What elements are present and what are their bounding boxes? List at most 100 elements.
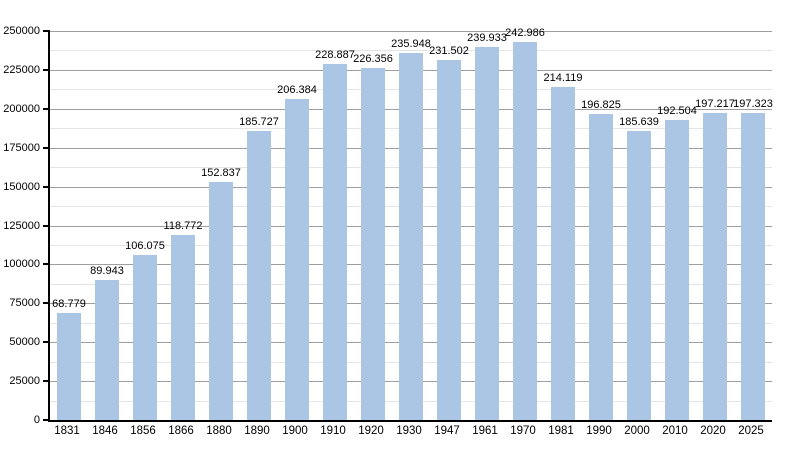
- y-axis-tick-label: 150000: [3, 180, 40, 193]
- bar-value-label-1970: 242.986: [505, 26, 545, 39]
- y-axis-tick: [43, 419, 50, 421]
- bar-1947: [437, 59, 461, 420]
- bar-slot: 89.943: [88, 31, 126, 420]
- x-axis-tick-label-1880: 1880: [206, 425, 232, 437]
- y-axis-tick: [43, 302, 50, 305]
- bar-2010: [665, 120, 689, 420]
- bar-slot: 226.356: [353, 31, 393, 420]
- x-axis-tick-label-1947: 1947: [434, 425, 460, 437]
- bar-slot: 196.825: [581, 31, 621, 420]
- bar-slot: 228.887: [315, 31, 355, 420]
- y-axis-tick: [43, 146, 50, 149]
- bar-slot: 197.217: [695, 31, 735, 420]
- bar-slot: 185.727: [239, 31, 279, 420]
- bar-value-label-1890: 185.727: [239, 116, 279, 129]
- x-axis-tick-label-1856: 1856: [130, 425, 156, 437]
- y-axis-tick: [43, 380, 50, 383]
- bar-value-label-1920: 226.356: [353, 52, 393, 65]
- bar-value-label-1910: 228.887: [315, 48, 355, 61]
- x-axis-tick-label-1981: 1981: [548, 425, 574, 437]
- x-axis-tick-label-1930: 1930: [396, 425, 422, 437]
- bar-slot: 231.502: [429, 31, 469, 420]
- bar-series: 68.779 89.943 106.075 118.772 152.837 185.727…: [50, 27, 773, 420]
- x-axis-tick-label-1990: 1990: [586, 425, 612, 437]
- bar-1920: [361, 67, 385, 420]
- x-axis-tick-label-1970: 1970: [510, 425, 536, 437]
- bar-1970: [513, 41, 537, 420]
- bar-slot: 185.639: [619, 31, 659, 420]
- bar-value-label-2025: 197.323: [733, 97, 773, 110]
- bar-slot: 214.119: [544, 31, 582, 420]
- y-axis-tick-label: 225000: [3, 63, 40, 76]
- y-axis-tick-label: 25000: [9, 375, 40, 388]
- bar-value-label-1831: 68.779: [52, 297, 86, 310]
- bar-slot: 239.933: [467, 31, 507, 420]
- bar-slot: 192.504: [657, 31, 697, 420]
- bar-value-label-1961: 239.933: [467, 31, 507, 44]
- y-axis-tick: [43, 185, 50, 188]
- bar-value-label-1947: 231.502: [429, 44, 469, 57]
- bar-slot: 118.772: [164, 31, 202, 420]
- y-axis-tick-label: 200000: [3, 102, 40, 115]
- bar-value-label-1866: 118.772: [163, 220, 203, 233]
- x-axis-tick-label-1961: 1961: [472, 425, 498, 437]
- x-axis-tick-label-1846: 1846: [92, 425, 118, 437]
- y-axis-tick-labels: 0 25000 50000 75000 100000 125000 150000 175000…: [0, 25, 43, 426]
- x-axis-tick-label-1920: 1920: [358, 425, 384, 437]
- bar-slot: 68.779: [50, 31, 88, 420]
- bar-value-label-1900: 206.384: [277, 83, 317, 96]
- y-axis-tick-label: 125000: [3, 219, 40, 232]
- bar-value-label-1930: 235.948: [391, 37, 431, 50]
- y-axis-tick-label: 75000: [9, 297, 40, 310]
- y-axis-tick-label: 50000: [9, 336, 40, 349]
- y-axis-tick: [43, 224, 50, 227]
- bar-value-label-1846: 89.943: [90, 265, 124, 278]
- bar-1866: [171, 235, 195, 420]
- y-axis-tick-label: 250000: [3, 25, 40, 37]
- bar-value-label-1981: 214.119: [543, 71, 583, 84]
- x-axis-tick-label-1831: 1831: [54, 425, 80, 437]
- bar-2000: [627, 131, 651, 420]
- plot-area: 68.779 89.943 106.075 118.772 152.837 185.727…: [43, 27, 773, 422]
- bar-1846: [95, 280, 119, 420]
- bar-1880: [209, 182, 233, 420]
- x-axis-tick-label-1910: 1910: [320, 425, 346, 437]
- y-axis-tick: [43, 30, 50, 32]
- bar-slot: 152.837: [201, 31, 241, 420]
- bar-slot: 235.948: [391, 31, 431, 420]
- x-axis-tick-label-1866: 1866: [168, 425, 194, 437]
- bar-1990: [589, 113, 613, 420]
- y-axis-tick-label: 0: [33, 414, 40, 426]
- bar-value-label-1856: 106.075: [125, 239, 165, 252]
- x-axis-tick-labels: 1831 1846 1856 1866 1880 1890 1900 1910 1920 1930…: [48, 425, 770, 437]
- bar-value-label-2010: 192.504: [657, 105, 697, 118]
- bar-2025: [741, 112, 765, 420]
- bar-1890: [247, 131, 271, 420]
- y-axis-tick: [43, 68, 50, 71]
- y-axis-tick-label: 175000: [3, 141, 40, 154]
- x-axis-tick-label-2000: 2000: [624, 425, 650, 437]
- y-axis-tick: [43, 341, 50, 344]
- bar-value-label-2000: 185.639: [619, 116, 659, 129]
- x-axis-tick-label-2020: 2020: [700, 425, 726, 437]
- bar-1930: [399, 52, 423, 420]
- y-axis-tick: [43, 263, 50, 266]
- bar-1831: [57, 312, 81, 420]
- bar-1856: [133, 254, 157, 420]
- bar-1981: [551, 86, 575, 420]
- bar-value-label-1880: 152.837: [201, 167, 241, 180]
- bar-1900: [285, 98, 309, 420]
- bar-1910: [323, 63, 347, 420]
- y-axis-tick: [43, 107, 50, 110]
- bar-slot: 242.986: [505, 27, 545, 420]
- bar-value-label-1990: 196.825: [581, 98, 621, 111]
- y-axis-tick-label: 100000: [3, 258, 40, 271]
- bar-value-label-2020: 197.217: [695, 98, 735, 111]
- x-axis-tick-label-2010: 2010: [662, 425, 688, 437]
- x-axis-tick-label-2025: 2025: [738, 425, 764, 437]
- x-axis-tick-label-1900: 1900: [282, 425, 308, 437]
- bar-1961: [475, 46, 499, 420]
- bar-slot: 106.075: [125, 31, 165, 420]
- x-axis-tick-label-1890: 1890: [244, 425, 270, 437]
